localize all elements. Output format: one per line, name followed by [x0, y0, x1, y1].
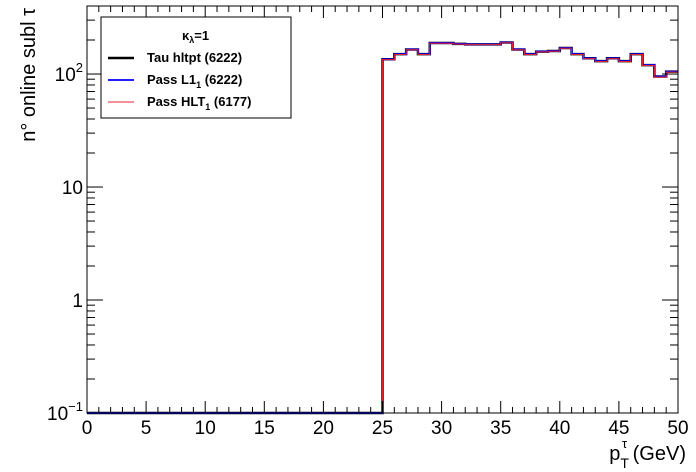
y-axis-title: n° online subl τ — [18, 8, 40, 142]
x-tick-label: 35 — [490, 418, 511, 439]
x-tick-label: 25 — [372, 418, 393, 439]
x-tick-label: 30 — [431, 418, 452, 439]
legend-header: κλ=1 — [182, 28, 209, 45]
x-axis-title-subscript: T — [620, 455, 629, 471]
x-tick-label: 20 — [313, 418, 334, 439]
legend-label-text: Tau hltpt (6222) — [147, 50, 242, 65]
y-tick-label: 10−1 — [47, 399, 83, 425]
legend-box — [100, 16, 292, 119]
x-axis-title: pTτ (GeV) — [609, 436, 686, 471]
y-tick-label-base: 10 — [47, 404, 68, 425]
legend-entries: Tau hltpt (6222)Pass L11 (6222)Pass HLT1… — [108, 50, 252, 112]
y-tick-label-exponent: 2 — [76, 60, 83, 75]
x-tick-label: 10 — [195, 418, 216, 439]
x-tick-label: 40 — [549, 418, 570, 439]
legend-label-1: Pass L11 (6222) — [147, 72, 242, 90]
legend-header-sub: λ — [189, 35, 194, 45]
y-tick-label-exponent: −1 — [68, 399, 83, 414]
legend-label-text: Pass L1 — [147, 72, 196, 87]
legend-label-subscript: 1 — [205, 102, 210, 112]
legend-label-subscript: 1 — [196, 80, 201, 90]
legend-label-0: Tau hltpt (6222) — [147, 50, 242, 65]
x-axis: 0 5 10 15 20 25 30 35 40 45 50 — [82, 6, 689, 439]
legend-label-2: Pass HLT1 (6177) — [147, 94, 252, 112]
x-tick-label: 50 — [667, 418, 688, 439]
x-tick-label: 0 — [82, 418, 93, 439]
y-tick-label: 10 — [62, 178, 83, 199]
x-axis-title-superscript: τ — [622, 436, 628, 451]
legend-label-text: Pass HLT — [147, 94, 205, 109]
y-tick-label-base: 10 — [55, 65, 76, 86]
x-tick-label: 45 — [608, 418, 629, 439]
legend-label-count: (6222) — [201, 72, 242, 87]
legend-header-rest: =1 — [194, 28, 209, 43]
legend-label-count: (6177) — [210, 94, 251, 109]
x-axis-title-unit: (GeV) — [627, 443, 686, 465]
x-axis-title-p: p — [609, 443, 620, 465]
legend: κλ=1 Tau hltpt (6222)Pass L11 (6222)Pass… — [100, 16, 292, 119]
x-tick-label: 15 — [254, 418, 275, 439]
legend-header-kappa: κ — [182, 28, 190, 43]
y-tick-label: 1 — [72, 291, 83, 312]
x-tick-label: 5 — [141, 418, 152, 439]
y-tick-label: 102 — [55, 60, 83, 86]
